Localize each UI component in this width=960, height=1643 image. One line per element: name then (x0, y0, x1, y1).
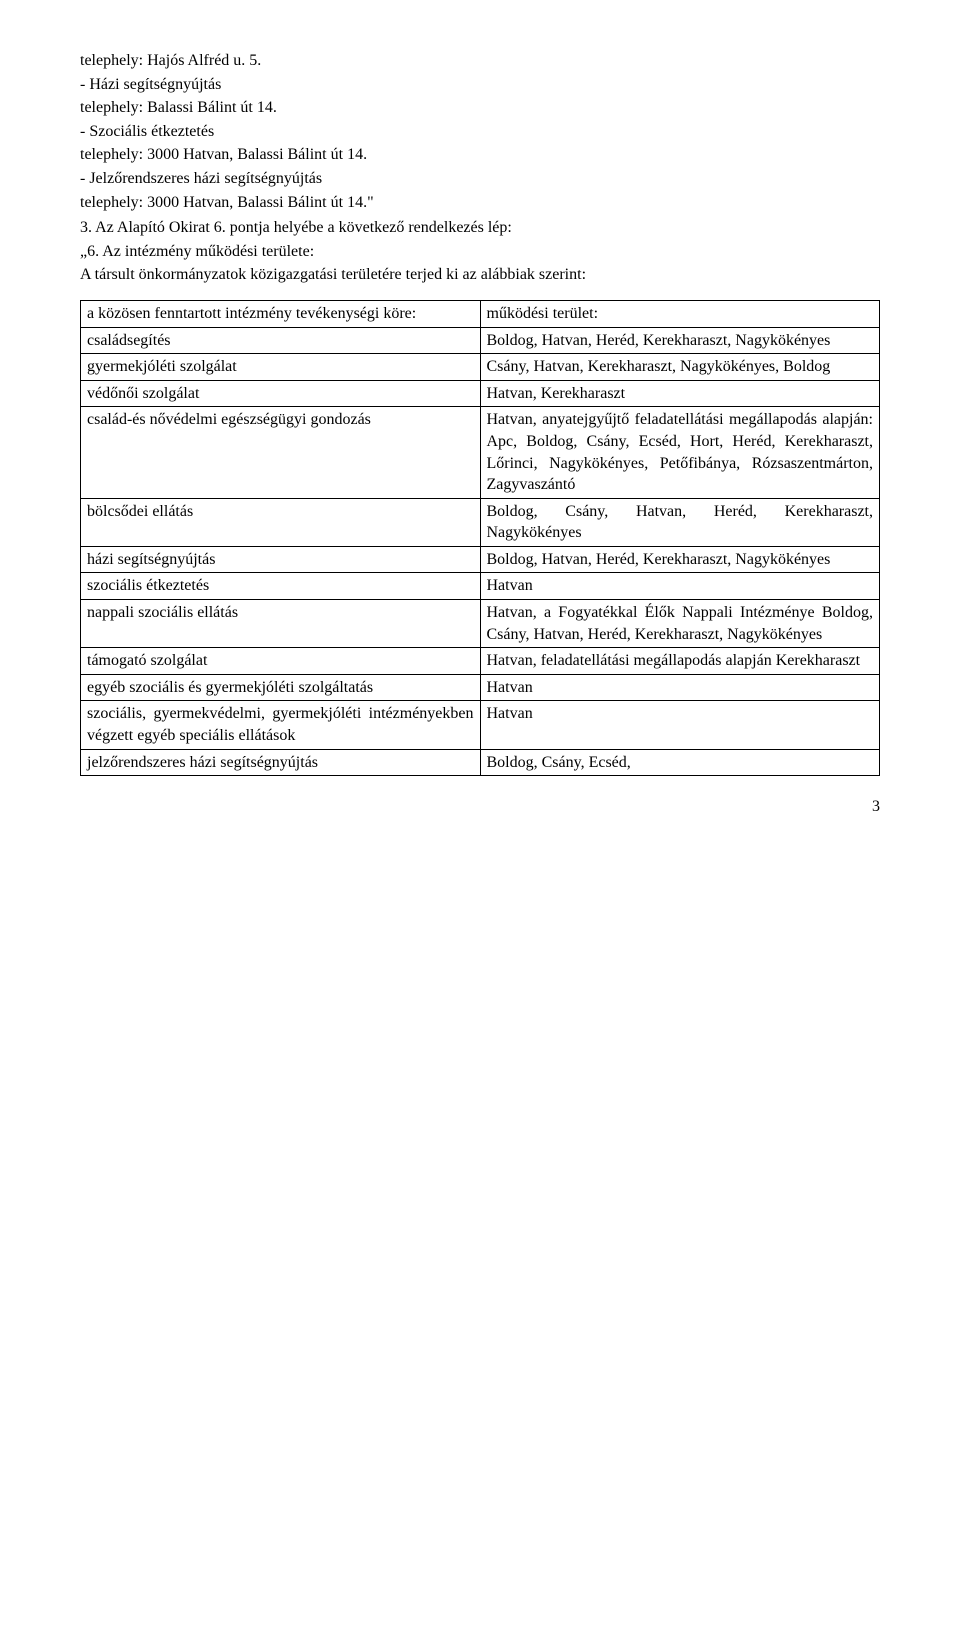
table-row: család-és nővédelmi egészségügyi gondozá… (81, 407, 880, 498)
table-cell-right: Boldog, Hatvan, Heréd, Kerekharaszt, Nag… (480, 327, 880, 354)
table-row: támogató szolgálat Hatvan, feladatellátá… (81, 648, 880, 675)
table-cell-left: családsegítés (81, 327, 481, 354)
table-row: bölcsődei ellátás Boldog, Csány, Hatvan,… (81, 498, 880, 546)
table-row: szociális étkeztetés Hatvan (81, 573, 880, 600)
table-row: nappali szociális ellátás Hatvan, a Fogy… (81, 600, 880, 648)
table-cell-right: Hatvan, feladatellátási megállapodás ala… (480, 648, 880, 675)
table-cell-right: Hatvan (480, 674, 880, 701)
table-cell-right: Hatvan (480, 573, 880, 600)
table-cell-right: Hatvan, anyatejgyűjtő feladatellátási me… (480, 407, 880, 498)
table-header-left: a közösen fenntartott intézmény tevékeny… (81, 300, 481, 327)
table-cell-left: jelzőrendszeres házi segítségnyújtás (81, 749, 481, 776)
table-row: házi segítségnyújtás Boldog, Hatvan, Her… (81, 546, 880, 573)
table-cell-right: Boldog, Csány, Hatvan, Heréd, Kerekharas… (480, 498, 880, 546)
table-cell-left: egyéb szociális és gyermekjóléti szolgál… (81, 674, 481, 701)
intro-line-2: - Házi segítségnyújtás (80, 74, 880, 96)
table-row: családsegítés Boldog, Hatvan, Heréd, Ker… (81, 327, 880, 354)
table-cell-left: család-és nővédelmi egészségügyi gondozá… (81, 407, 481, 498)
table-row: egyéb szociális és gyermekjóléti szolgál… (81, 674, 880, 701)
table-cell-left: szociális, gyermekvédelmi, gyermekjóléti… (81, 701, 481, 749)
table-cell-left: házi segítségnyújtás (81, 546, 481, 573)
intro-line-1: telephely: Hajós Alfréd u. 5. (80, 50, 880, 72)
intro-line-8: 3. Az Alapító Okirat 6. pontja helyébe a… (80, 217, 880, 239)
table-cell-right: Hatvan, Kerekharaszt (480, 380, 880, 407)
table-cell-left: nappali szociális ellátás (81, 600, 481, 648)
page-number: 3 (80, 796, 880, 818)
table-row: szociális, gyermekvédelmi, gyermekjóléti… (81, 701, 880, 749)
intro-line-5: telephely: 3000 Hatvan, Balassi Bálint ú… (80, 144, 880, 166)
scope-table: a közösen fenntartott intézmény tevékeny… (80, 300, 880, 776)
table-cell-left: bölcsődei ellátás (81, 498, 481, 546)
table-row: védőnői szolgálat Hatvan, Kerekharaszt (81, 380, 880, 407)
intro-line-4: - Szociális étkeztetés (80, 121, 880, 143)
table-row: jelzőrendszeres házi segítségnyújtás Bol… (81, 749, 880, 776)
table-cell-left: támogató szolgálat (81, 648, 481, 675)
table-header-right: működési terület: (480, 300, 880, 327)
intro-line-3: telephely: Balassi Bálint út 14. (80, 97, 880, 119)
intro-line-9: „6. Az intézmény működési területe: (80, 241, 880, 263)
table-row: a közösen fenntartott intézmény tevékeny… (81, 300, 880, 327)
table-cell-left: szociális étkeztetés (81, 573, 481, 600)
intro-line-10: A társult önkormányzatok közigazgatási t… (80, 264, 880, 286)
table-cell-right: Hatvan (480, 701, 880, 749)
intro-line-7: telephely: 3000 Hatvan, Balassi Bálint ú… (80, 192, 880, 214)
table-cell-right: Hatvan, a Fogyatékkal Élők Nappali Intéz… (480, 600, 880, 648)
table-cell-right: Csány, Hatvan, Kerekharaszt, Nagykökénye… (480, 354, 880, 381)
table-cell-right: Boldog, Hatvan, Heréd, Kerekharaszt, Nag… (480, 546, 880, 573)
table-cell-left: gyermekjóléti szolgálat (81, 354, 481, 381)
table-cell-right: Boldog, Csány, Ecséd, (480, 749, 880, 776)
intro-line-6: - Jelzőrendszeres házi segítségnyújtás (80, 168, 880, 190)
table-row: gyermekjóléti szolgálat Csány, Hatvan, K… (81, 354, 880, 381)
table-cell-left: védőnői szolgálat (81, 380, 481, 407)
